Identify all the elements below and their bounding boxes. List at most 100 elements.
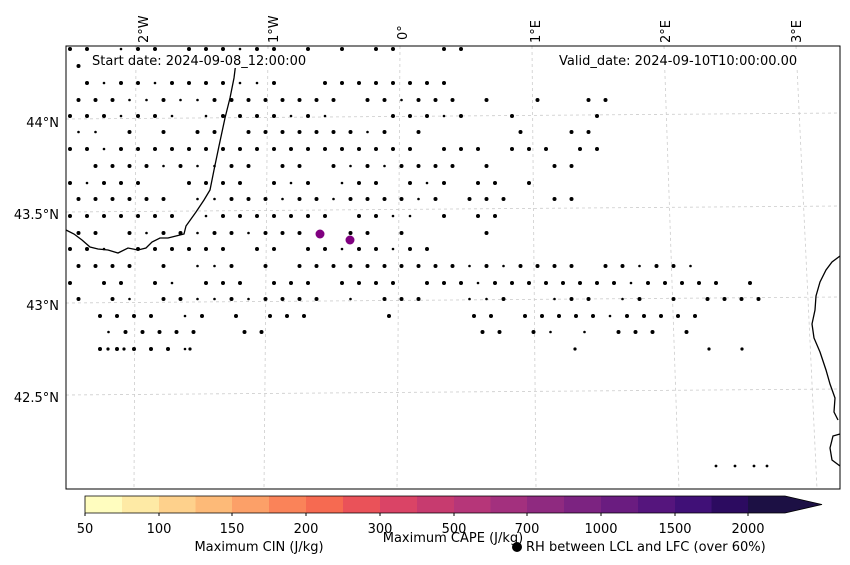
- rh-dot: [348, 197, 353, 201]
- rh-dot: [348, 264, 353, 268]
- rh-dot: [127, 164, 132, 168]
- rh-dot: [552, 264, 557, 268]
- rh-dot: [153, 147, 157, 151]
- rh-dot: [289, 114, 293, 118]
- rh-dot: [382, 98, 387, 102]
- coastline: [65, 61, 841, 467]
- rh-dot: [102, 114, 106, 118]
- rh-dot: [85, 181, 89, 185]
- rh-dot: [467, 197, 472, 201]
- rh-dot: [586, 297, 591, 301]
- rh-dot: [68, 247, 72, 251]
- rh-dot: [229, 297, 234, 301]
- rh-dot: [574, 314, 578, 318]
- rh-dot: [365, 197, 370, 201]
- rh-dot: [119, 214, 123, 218]
- rh-dot: [179, 98, 182, 102]
- rh-dot: [144, 197, 149, 201]
- rh-dot: [399, 297, 404, 301]
- colorbar-cell: [343, 496, 381, 513]
- colorbar-cell: [85, 496, 123, 513]
- rh-dot: [722, 297, 727, 301]
- rh-dot: [98, 347, 102, 351]
- lon-label: 1°E: [529, 20, 544, 43]
- rh-dot: [140, 330, 145, 334]
- rh-dot: [331, 264, 336, 268]
- rh-dot: [187, 181, 191, 185]
- rh-dot: [689, 264, 692, 268]
- rh-dot: [263, 98, 268, 102]
- rh-dot: [157, 330, 162, 334]
- rh-dot: [527, 181, 531, 185]
- rh-dot: [383, 164, 386, 168]
- rh-dot: [263, 130, 268, 134]
- rh-dot: [280, 231, 285, 235]
- rh-dot: [255, 47, 259, 51]
- rh-dot: [365, 264, 370, 268]
- rh-dot: [561, 281, 565, 285]
- rh-dot: [472, 314, 476, 318]
- rh-dot: [76, 297, 81, 301]
- rh-dot: [170, 81, 174, 85]
- rh-dot: [442, 147, 446, 151]
- rh-dot: [450, 264, 455, 268]
- rh-dot: [531, 330, 536, 334]
- rh-dot: [196, 98, 199, 102]
- rh-dot: [110, 264, 115, 268]
- rh-dot: [416, 264, 421, 268]
- rh-dot: [382, 264, 387, 268]
- rh-dot: [331, 130, 336, 134]
- rh-dot: [93, 231, 98, 235]
- rh-dot: [162, 164, 165, 168]
- rh-dot: [76, 264, 81, 268]
- rh-dot: [374, 247, 378, 251]
- rh-dot: [204, 247, 208, 251]
- rh-dot: [442, 81, 446, 85]
- rh-dot: [416, 98, 421, 102]
- rh-dot: [246, 164, 251, 168]
- colorbar-cell: [122, 496, 160, 513]
- rh-dot: [552, 197, 557, 201]
- rh-dot: [263, 197, 268, 201]
- rh-dot: [510, 147, 514, 151]
- rh-dot: [238, 181, 242, 185]
- rh-dot: [476, 281, 480, 285]
- rh-dot: [174, 330, 179, 334]
- rh-dot: [170, 114, 174, 118]
- colorbar-ticks: 50 100 150 200 300 500 700 1000 1500 2000: [77, 513, 765, 537]
- rh-dot: [98, 314, 102, 318]
- rh-dot: [297, 197, 302, 201]
- rh-dot: [476, 214, 480, 218]
- rh-dot: [213, 197, 216, 201]
- rh-dot: [204, 147, 208, 151]
- colorbar-tick-label: 500: [442, 522, 467, 537]
- rh-dot: [714, 464, 718, 468]
- rh-dot: [459, 47, 463, 51]
- rh-dot: [238, 81, 242, 85]
- rh-dot: [468, 297, 471, 301]
- rh-dot: [196, 297, 199, 301]
- rh-dot: [408, 181, 412, 185]
- rh-dot: [289, 181, 293, 185]
- lat-label: 44°N: [26, 116, 59, 131]
- rh-dot: [638, 264, 641, 268]
- rh-dot: [340, 247, 344, 251]
- rh-dot: [93, 98, 98, 102]
- rh-dot: [399, 231, 404, 235]
- rh-dot: [523, 314, 527, 318]
- rh-dot: [127, 197, 132, 201]
- rh-dot: [642, 314, 646, 318]
- rh-dot: [119, 114, 123, 118]
- rh-dot-field: [68, 47, 769, 468]
- rh-dot: [238, 147, 242, 151]
- rh-dot: [238, 47, 242, 51]
- rh-dot: [707, 347, 711, 351]
- rh-dot: [433, 197, 438, 201]
- rh-dot: [365, 231, 370, 235]
- rh-dot: [221, 214, 225, 218]
- rh-dot: [476, 147, 480, 151]
- rh-dot: [502, 264, 505, 268]
- start-date: Start date: 2024-09-08_12:00:00: [92, 54, 306, 69]
- rh-dot: [212, 98, 217, 102]
- rh-dot: [102, 214, 106, 218]
